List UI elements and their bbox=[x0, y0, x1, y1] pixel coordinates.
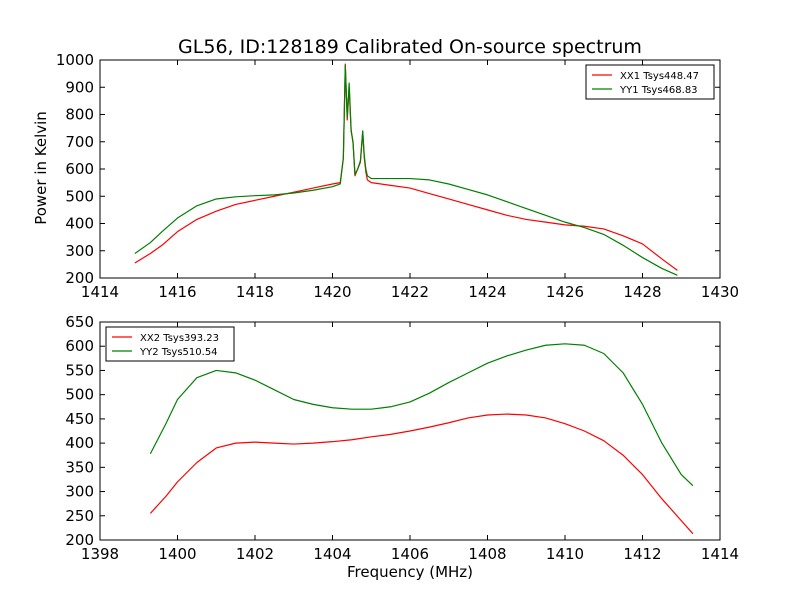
y-tick-label: 450 bbox=[65, 410, 94, 428]
x-tick-label: 1422 bbox=[391, 283, 429, 301]
y-tick-label: 350 bbox=[65, 458, 94, 476]
series-line-yy2 bbox=[149, 343, 694, 487]
x-tick-label: 1414 bbox=[81, 283, 119, 301]
y-tick-label: 300 bbox=[65, 483, 94, 501]
legend-label: XX1 Tsys448.47 bbox=[620, 71, 699, 82]
x-tick-label: 1428 bbox=[623, 283, 661, 301]
x-tick-label: 1408 bbox=[468, 545, 506, 563]
legend-label: YY2 Tsys510.54 bbox=[139, 347, 218, 358]
y-tick-label: 400 bbox=[65, 434, 94, 452]
x-tick-label: 1420 bbox=[313, 283, 351, 301]
x-tick-label: 1424 bbox=[468, 283, 506, 301]
legend-label: YY1 Tsys468.83 bbox=[619, 85, 698, 96]
y-tick-label: 300 bbox=[65, 242, 94, 260]
x-tick-label: 1398 bbox=[81, 545, 119, 563]
chart-panel-1: 1414 1416 1418 1420 1422 1424 1426 1428 1430 200 3… bbox=[56, 51, 739, 301]
y-tick-label: 1000 bbox=[56, 51, 94, 69]
x-tick-label: 1416 bbox=[158, 283, 196, 301]
x-tick-label: 1404 bbox=[313, 545, 351, 563]
legend-box bbox=[585, 64, 715, 100]
y-tick-label: 400 bbox=[65, 215, 94, 233]
x-tick-label: 1426 bbox=[546, 283, 584, 301]
y-tick-label: 500 bbox=[65, 386, 94, 404]
y-tick-label: 650 bbox=[65, 313, 94, 331]
x-tick-label: 1418 bbox=[236, 283, 274, 301]
y-tick-label: 800 bbox=[65, 106, 94, 124]
legend-label: XX2 Tsys393.23 bbox=[140, 333, 219, 344]
y-tick-label: 200 bbox=[65, 269, 94, 287]
legend: XX2 Tsys393.23 YY2 Tsys510.54 bbox=[105, 326, 235, 362]
y-tick-label: 200 bbox=[65, 531, 94, 549]
x-tick-label: 1412 bbox=[623, 545, 661, 563]
chart-panel-2: 1398 1400 1402 1404 1406 1408 1410 1412 1414 200 2… bbox=[65, 313, 739, 563]
x-tick-label: 1414 bbox=[701, 545, 739, 563]
y-axis-label-top: Power in Kelvin bbox=[32, 111, 50, 225]
y-tick-label: 600 bbox=[65, 337, 94, 355]
y-tick-label: 500 bbox=[65, 187, 94, 205]
x-tick-label: 1402 bbox=[236, 545, 274, 563]
series-line-xx2 bbox=[149, 413, 694, 535]
legend: XX1 Tsys448.47 YY1 Tsys468.83 bbox=[585, 64, 715, 100]
series-line-yy1 bbox=[134, 64, 678, 276]
x-tick-label: 1430 bbox=[701, 283, 739, 301]
y-tick-label: 900 bbox=[65, 78, 94, 96]
x-tick-label: 1410 bbox=[546, 545, 584, 563]
x-tick-label: 1406 bbox=[391, 545, 429, 563]
y-tick-label: 250 bbox=[65, 507, 94, 525]
y-tick-label: 550 bbox=[65, 361, 94, 379]
x-axis-label: Frequency (MHz) bbox=[347, 563, 473, 581]
y-tick-label: 700 bbox=[65, 133, 94, 151]
figure-title: GL56, ID:128189 Calibrated On-source spe… bbox=[178, 36, 642, 58]
y-tick-label: 600 bbox=[65, 160, 94, 178]
legend-box bbox=[105, 326, 235, 362]
x-tick-label: 1400 bbox=[158, 545, 196, 563]
